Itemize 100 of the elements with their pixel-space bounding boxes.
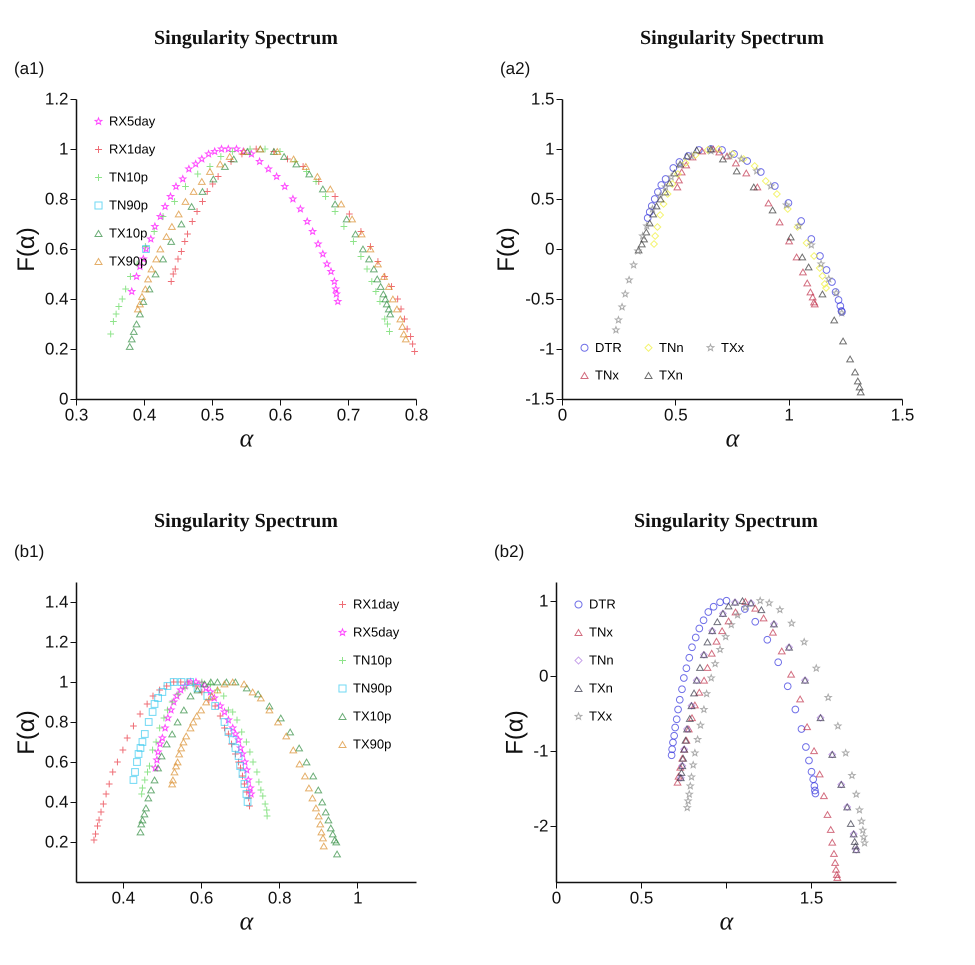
point — [140, 776, 149, 784]
point — [778, 648, 786, 654]
point — [674, 170, 682, 178]
point — [812, 664, 820, 672]
point — [402, 336, 410, 342]
text: (a1) — [14, 59, 44, 78]
point — [132, 320, 140, 328]
point — [132, 272, 140, 280]
point — [700, 706, 708, 713]
point — [726, 152, 734, 160]
point — [824, 694, 832, 701]
point — [342, 216, 350, 222]
point — [776, 218, 784, 226]
point — [684, 804, 691, 811]
point — [133, 758, 141, 766]
point — [668, 745, 676, 754]
y-tick-label: 0.8 — [44, 712, 68, 732]
legend-label: TNn — [589, 652, 614, 668]
point — [671, 724, 680, 732]
point — [650, 195, 659, 203]
point — [248, 688, 256, 696]
point — [652, 202, 660, 210]
point — [206, 680, 214, 688]
point — [202, 698, 210, 706]
text: (a2) — [500, 59, 530, 78]
point — [181, 682, 189, 690]
point — [734, 611, 742, 618]
point — [148, 746, 156, 754]
point — [118, 295, 126, 303]
point — [860, 839, 868, 846]
point — [228, 678, 237, 686]
point — [625, 276, 633, 284]
y-tick-label: 0 — [59, 390, 68, 408]
point — [184, 230, 192, 238]
point — [856, 384, 864, 390]
y-tick-label: 1 — [545, 140, 554, 158]
point — [232, 145, 240, 152]
x-tick-label: 0.5 — [664, 406, 688, 424]
point — [192, 678, 200, 686]
point — [246, 748, 254, 756]
point — [304, 218, 311, 225]
point — [150, 700, 158, 708]
point — [852, 790, 860, 798]
point — [158, 752, 166, 760]
point — [704, 664, 712, 671]
x-tick-label: 0.4 — [112, 888, 136, 908]
x-axis-title: α — [240, 424, 255, 452]
point — [700, 616, 708, 624]
y-tick-label: -1 — [533, 741, 548, 760]
point — [175, 750, 184, 758]
point — [786, 234, 795, 240]
point — [130, 328, 138, 335]
point — [363, 265, 371, 273]
point — [718, 627, 726, 634]
point — [817, 260, 825, 268]
point — [751, 618, 760, 626]
x-tick-label: 1 — [784, 406, 794, 424]
point — [206, 678, 215, 686]
point — [206, 168, 214, 175]
point — [284, 155, 292, 163]
y-axis-title: F(α) — [501, 710, 528, 755]
point — [713, 618, 722, 626]
point — [130, 722, 138, 730]
point — [244, 148, 252, 155]
legend-label: TN10p — [109, 170, 148, 184]
point — [198, 198, 206, 206]
point — [732, 168, 741, 174]
point — [110, 318, 118, 326]
point — [138, 293, 146, 300]
point — [161, 724, 169, 732]
legend-label: TNx — [589, 624, 614, 640]
point — [246, 802, 254, 810]
point — [131, 768, 139, 776]
point — [396, 316, 404, 322]
point — [182, 182, 190, 190]
point — [241, 758, 249, 766]
point — [144, 794, 152, 802]
point — [244, 776, 252, 784]
point — [333, 850, 341, 858]
point — [695, 146, 703, 154]
point — [675, 176, 683, 184]
point — [662, 175, 670, 183]
point — [384, 306, 393, 312]
point — [728, 620, 735, 628]
point — [314, 812, 323, 820]
point — [169, 270, 178, 278]
point — [804, 264, 812, 270]
point — [674, 184, 682, 190]
point — [232, 744, 240, 752]
point — [266, 706, 274, 714]
y-tick-label: 1 — [59, 140, 68, 158]
point — [320, 842, 328, 850]
legend-label: TNx — [595, 368, 620, 382]
point — [318, 798, 326, 806]
point — [803, 723, 811, 730]
point — [828, 278, 836, 286]
point — [740, 155, 748, 163]
point — [762, 177, 770, 185]
point — [180, 738, 188, 746]
point — [358, 230, 366, 238]
